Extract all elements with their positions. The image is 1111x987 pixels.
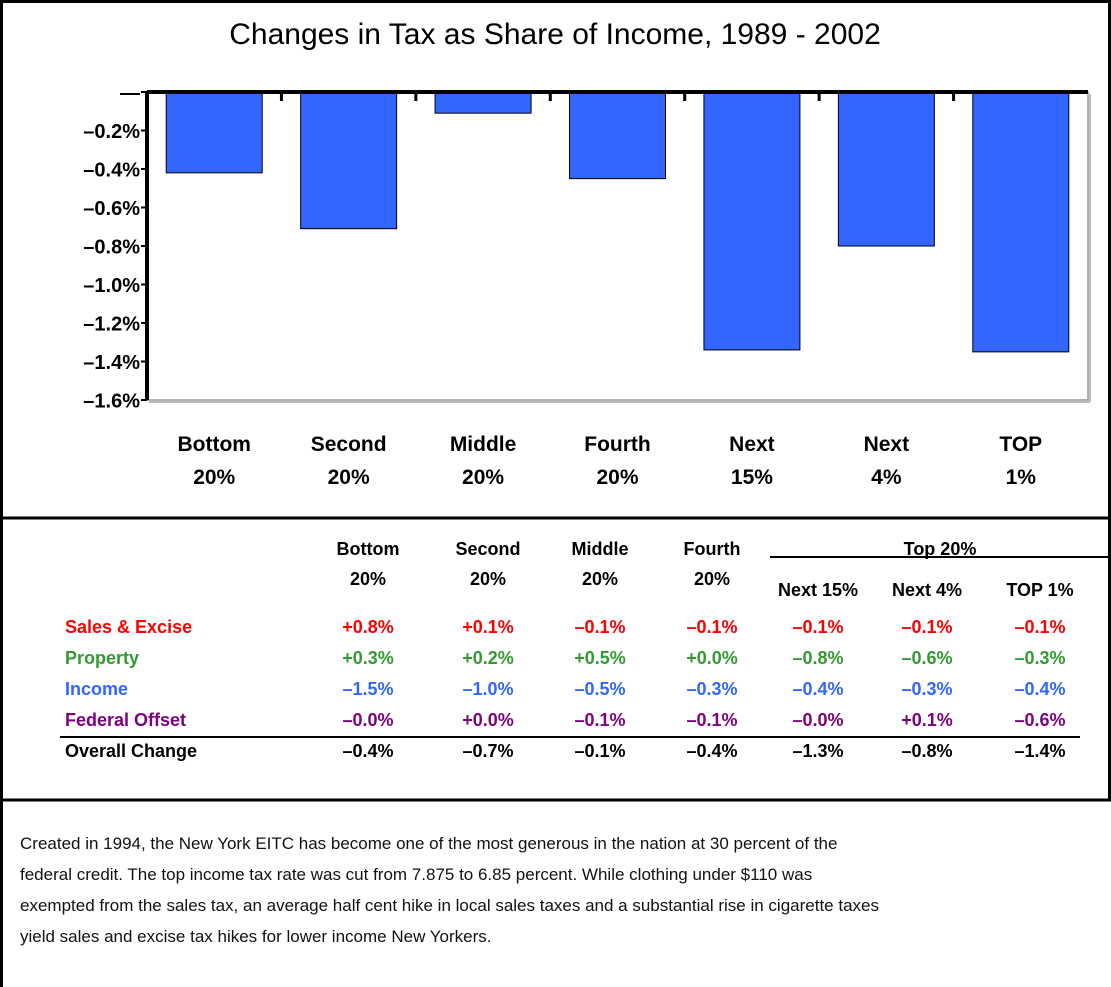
cell: +0.1% [901,710,953,730]
column-header-line: 20% [470,569,506,589]
cell: –0.4% [686,741,737,761]
cell: –1.5% [342,679,393,699]
cell: –1.3% [792,741,843,761]
cell: –1.0% [462,679,513,699]
cell: –0.1% [574,741,625,761]
column-header: Middle 20% [572,539,629,589]
row-label: Federal Offset [65,710,186,730]
column-header-line: Middle [572,539,629,559]
cell: –0.6% [1014,710,1065,730]
chart-title: Changes in Tax as Share of Income, 1989 … [229,18,881,51]
cell: –1.4% [1014,741,1065,761]
x-tick-label: Next 15% [729,433,775,489]
cell: –0.3% [901,679,952,699]
column-header: Fourth 20% [684,539,741,589]
x-tick-label: TOP 1% [999,433,1042,489]
bar [972,91,1070,353]
cell: –0.4% [342,741,393,761]
column-header-line: Fourth [684,539,741,559]
x-tick-label: Next 4% [864,433,910,489]
x-tick-label: Second 20% [311,433,387,489]
cell: +0.8% [342,617,394,637]
bar [434,91,532,114]
cell: –0.1% [686,710,737,730]
column-header-line: Second [455,539,520,559]
x-tick-label: Fourth 20% [584,433,650,489]
cell: +0.3% [342,648,394,668]
note: Created in 1994, the New York EITC has b… [20,834,879,946]
row-label: Property [65,648,139,668]
y-tick-label: –0.4% [83,159,140,181]
column-header: TOP 1% [1006,580,1073,600]
x-tick-label: Bottom 20% [177,433,250,489]
y-tick-label: –0.6% [83,198,140,220]
cell: –0.0% [792,710,843,730]
cell: –0.1% [901,617,952,637]
column-header-line: 20% [350,569,386,589]
cell: –0.6% [901,648,952,668]
column-header: Next 4% [892,580,962,600]
row-label: Income [65,679,128,699]
group-header: Top 20% [904,539,977,559]
row-label: Overall Change [65,741,197,761]
bar [165,91,263,174]
cell: +0.1% [462,617,514,637]
bar [300,91,398,230]
bar [703,91,801,351]
column-header: Second 20% [455,539,520,589]
y-tick-label: –0.8% [83,236,140,258]
y-tick-label: –1.0% [83,275,140,297]
cell: –0.0% [342,710,393,730]
cell: –0.1% [1014,617,1065,637]
cell: –0.8% [901,741,952,761]
y-tick-label: –1.2% [83,313,140,335]
x-tick-label: Middle 20% [450,433,517,489]
column-header: Next 15% [778,580,858,600]
cell: +0.0% [462,710,514,730]
y-tick-label: — [120,82,140,104]
cell: +0.0% [686,648,738,668]
y-tick-label: –0.2% [83,121,140,143]
cell: –0.1% [792,617,843,637]
cell: –0.4% [792,679,843,699]
cell: –0.1% [574,710,625,730]
column-header-line: Bottom [337,539,400,559]
cell: –0.4% [1014,679,1065,699]
bar [569,91,666,180]
bar [837,91,935,247]
cell: –0.3% [1014,648,1065,668]
cell: –0.7% [462,741,513,761]
column-header: Bottom 20% [337,539,400,589]
column-header-line: 20% [582,569,618,589]
y-tick-label: –1.4% [83,352,140,374]
row-label: Sales & Excise [65,617,192,637]
y-tick-label: –1.6% [83,390,140,412]
cell: –0.1% [686,617,737,637]
cell: –0.3% [686,679,737,699]
cell: +0.5% [574,648,626,668]
cell: +0.2% [462,648,514,668]
cell: –0.8% [792,648,843,668]
cell: –0.1% [574,617,625,637]
column-header-line: 20% [694,569,730,589]
cell: –0.5% [574,679,625,699]
